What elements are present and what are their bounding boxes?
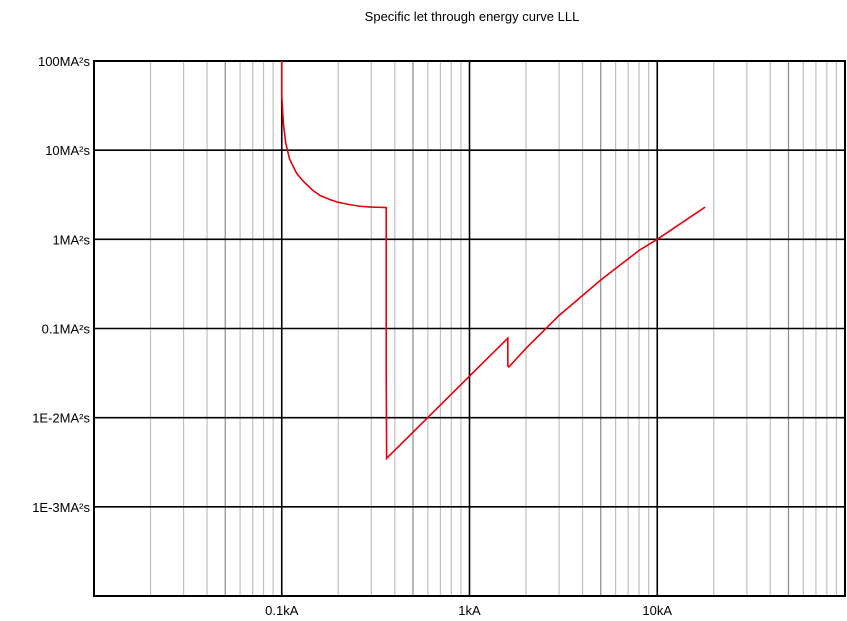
y-tick-label: 10MA²s [45,143,90,158]
y-tick-label: 1MA²s [52,232,90,247]
y-tick-label: 1E-3MA²s [32,500,90,515]
plot-frame [93,60,846,597]
y-tick-label: 100MA²s [38,54,91,69]
x-tick-label: 0.1kA [265,603,299,618]
series-layer [280,61,706,461]
x-tick-label: 10kA [642,603,672,618]
x-tick-label: 1kA [458,603,481,618]
y-tick-label: 0.1MA²s [42,322,91,337]
x-axis-labels: 0.1kA 1kA 10kA [265,603,672,618]
energy-curve-line [280,61,706,461]
chart-title: Specific let through energy curve LLL [365,9,580,24]
y-tick-label: 1E-2MA²s [32,411,90,426]
y-axis-labels: 100MA²s 10MA²s 1MA²s 0.1MA²s 1E-2MA²s 1E-3MA²… [32,54,90,515]
